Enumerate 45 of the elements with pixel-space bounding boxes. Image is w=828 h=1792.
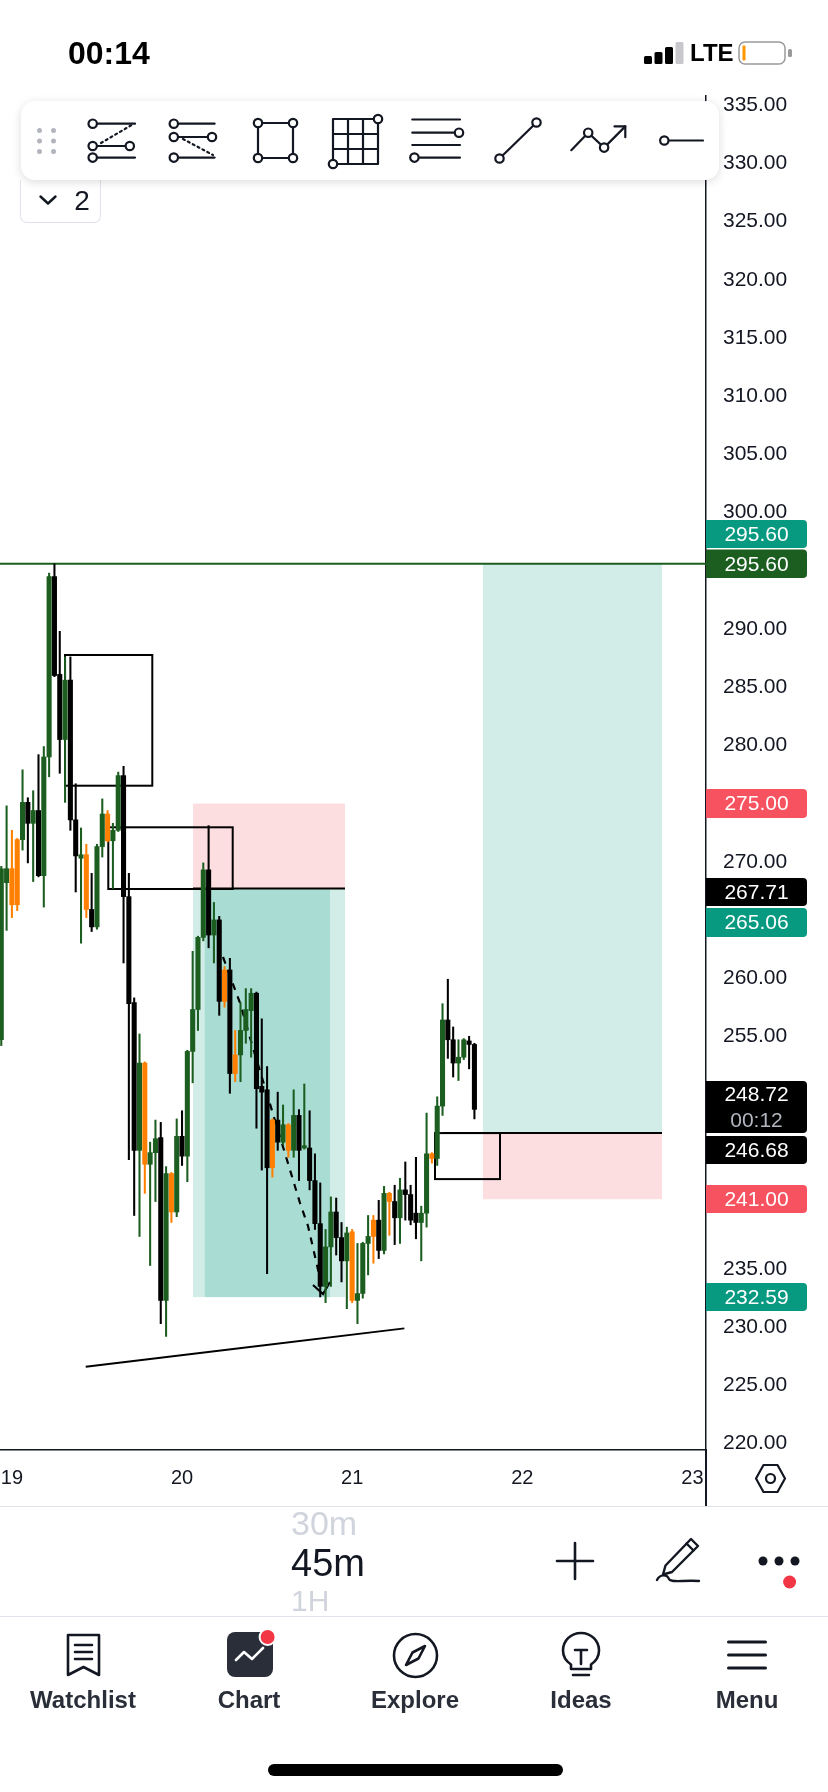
- x-tick-label: 23: [681, 1465, 704, 1488]
- text: 267.71: [706, 877, 807, 907]
- candlestick: [301, 1083, 307, 1150]
- candlestick: [237, 1002, 244, 1082]
- text: 232.59: [706, 1282, 807, 1312]
- y-tick-label: 270.00: [723, 848, 788, 872]
- y-tick-label: 255.00: [723, 1023, 788, 1047]
- text: 248.72: [706, 1081, 807, 1107]
- text: 00:12: [706, 1107, 807, 1133]
- text: LTE: [690, 39, 734, 66]
- y-tick-label: 290.00: [723, 615, 788, 639]
- y-tick-label: 335.00: [723, 92, 788, 116]
- text: Ideas: [550, 1686, 612, 1713]
- y-tick-label: 260.00: [723, 964, 788, 988]
- y-tick-label: 325.00: [723, 208, 788, 232]
- y-tick-label: 285.00: [723, 673, 788, 697]
- text: 00:14: [68, 35, 150, 71]
- annotation: 2: [74, 185, 90, 216]
- text: Chart: [217, 1686, 281, 1713]
- y-tick-label: 280.00: [723, 732, 788, 756]
- y-tick-label: 230.00: [723, 1314, 788, 1338]
- candlestick: [455, 1039, 462, 1081]
- y-tick-label: 315.00: [723, 324, 788, 348]
- x-tick-label: 22: [511, 1465, 534, 1488]
- text: 246.68: [706, 1135, 807, 1165]
- x-tick-label: 19: [0, 1465, 24, 1488]
- text: Watchlist: [30, 1686, 136, 1713]
- ref-line-label: 295.60: [724, 551, 789, 575]
- candlestick: [78, 827, 84, 944]
- text: Explore: [370, 1686, 460, 1713]
- y-tick-label: 225.00: [723, 1372, 788, 1396]
- y-tick-label: 320.00: [723, 266, 788, 290]
- text: 295.60: [706, 519, 807, 549]
- text: 241.00: [706, 1184, 807, 1214]
- text: 275.00: [706, 789, 807, 818]
- x-tick-label: 21: [341, 1465, 364, 1488]
- text: 265.06: [706, 908, 807, 937]
- y-tick-label: 235.00: [723, 1255, 788, 1279]
- y-tick-label: 305.00: [723, 441, 788, 465]
- x-tick-label: 20: [170, 1465, 194, 1488]
- y-tick-label: 330.00: [723, 150, 788, 174]
- text: Menu: [715, 1686, 779, 1713]
- y-tick-label: 220.00: [723, 1430, 788, 1454]
- text: 45m: [291, 1542, 365, 1584]
- y-tick-label: 310.00: [723, 383, 788, 407]
